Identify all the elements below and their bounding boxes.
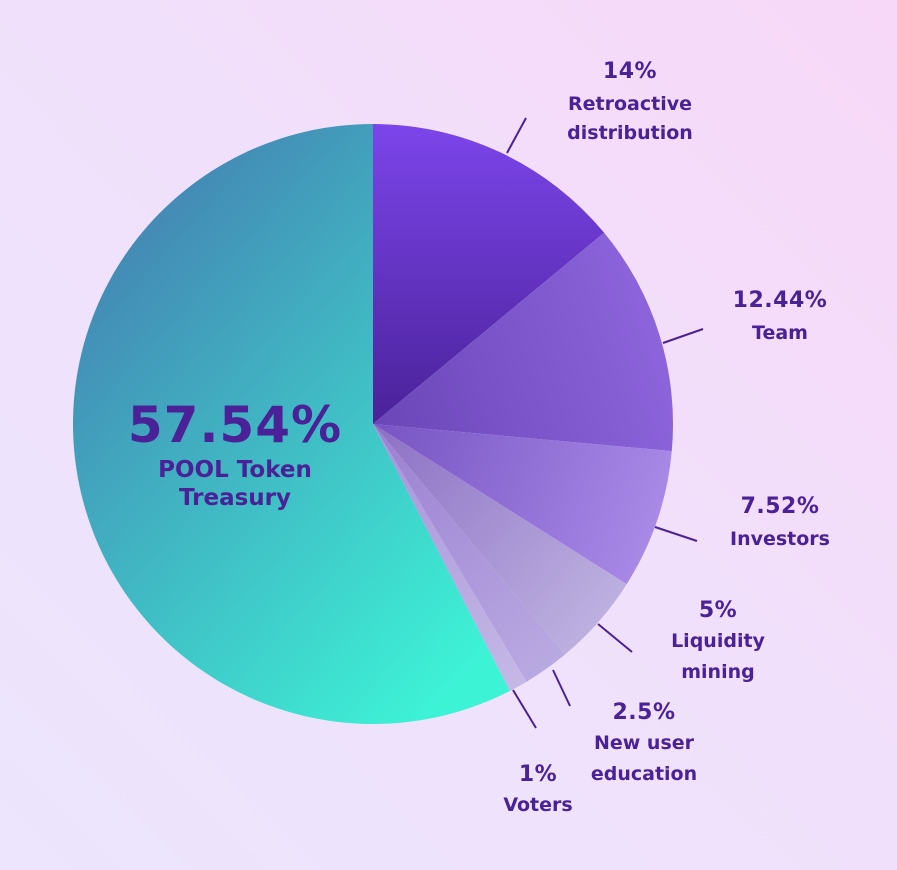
pie-slices [72, 124, 673, 725]
pie-slice-treasury [72, 124, 510, 725]
leader-line [552, 669, 571, 707]
label-retroactive-name-2: distribution [567, 122, 693, 144]
label-newuser: 2.5% New user education [564, 699, 724, 787]
leader-lines [506, 117, 704, 729]
label-investors-pct: 7.52% [740, 494, 820, 519]
label-treasury: 57.54% POOL Token Treasury [105, 396, 365, 512]
leader-line [512, 689, 537, 729]
label-retroactive-pct: 14% [602, 59, 658, 84]
label-retroactive-name-1: Retroactive [568, 93, 692, 115]
pie-slice-retro [373, 124, 605, 424]
label-liquidity-name-1: Liquidity [671, 630, 765, 652]
label-treasury-name-2: Treasury [178, 485, 292, 511]
label-voters-name: Voters [503, 794, 573, 816]
leader-line [597, 623, 633, 653]
label-newuser-pct: 2.5% [612, 700, 676, 725]
label-investors-name: Investors [730, 528, 830, 550]
label-team-pct: 12.44% [732, 288, 828, 313]
label-liquidity-pct: 5% [698, 598, 738, 623]
label-team-name: Team [752, 322, 808, 344]
pie-slice-newuser [373, 424, 565, 682]
label-newuser-name-2: education [590, 763, 698, 785]
label-team: 12.44% Team [700, 287, 860, 346]
label-voters: 1% Voters [478, 761, 598, 818]
pie-slice-voters [373, 424, 527, 691]
label-newuser-name-1: New user [593, 732, 695, 754]
label-retroactive: 14% Retroactive distribution [530, 58, 730, 146]
label-treasury-name-1: POOL Token [158, 457, 312, 483]
label-investors: 7.52% Investors [700, 493, 860, 552]
pie-slice-liquidity [373, 424, 627, 655]
label-voters-pct: 1% [518, 762, 558, 787]
leader-line [654, 526, 698, 542]
label-liquidity: 5% Liquidity mining [638, 597, 798, 685]
label-treasury-pct: 57.54% [127, 396, 343, 454]
pie-slice-team [373, 232, 673, 452]
leader-line [506, 117, 527, 154]
label-liquidity-name-2: mining [681, 661, 755, 683]
leader-line [662, 328, 704, 344]
pie-slice-investors [373, 424, 672, 585]
